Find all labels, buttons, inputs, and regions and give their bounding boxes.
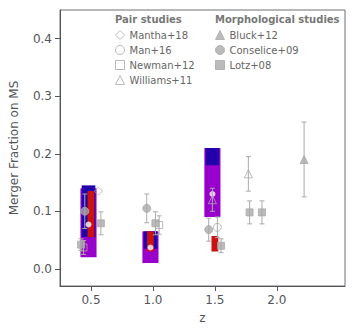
svg-text:Conselice+09: Conselice+09	[230, 45, 299, 56]
svg-text:Man+16: Man+16	[130, 45, 172, 56]
svg-text:Bluck+12: Bluck+12	[230, 30, 278, 41]
svg-text:0.1: 0.1	[33, 204, 52, 218]
svg-text:Morphological studies: Morphological studies	[215, 14, 340, 25]
svg-text:1.0: 1.0	[143, 293, 162, 307]
svg-text:Pair studies: Pair studies	[115, 14, 182, 25]
svg-text:Newman+12: Newman+12	[130, 60, 195, 71]
svg-text:z: z	[199, 311, 205, 325]
svg-text:0.3: 0.3	[33, 89, 52, 103]
svg-text:Merger Fraction on MS: Merger Fraction on MS	[7, 81, 21, 216]
svg-text:1.5: 1.5	[205, 293, 224, 307]
svg-text:2.0: 2.0	[267, 293, 286, 307]
svg-text:0.5: 0.5	[81, 293, 100, 307]
svg-text:Mantha+18: Mantha+18	[130, 30, 189, 41]
svg-text:0.4: 0.4	[33, 32, 52, 46]
svg-text:0.0: 0.0	[33, 262, 52, 276]
svg-text:0.2: 0.2	[33, 147, 52, 161]
svg-text:Williams+11: Williams+11	[130, 75, 193, 86]
svg-text:Lotz+08: Lotz+08	[230, 60, 272, 71]
